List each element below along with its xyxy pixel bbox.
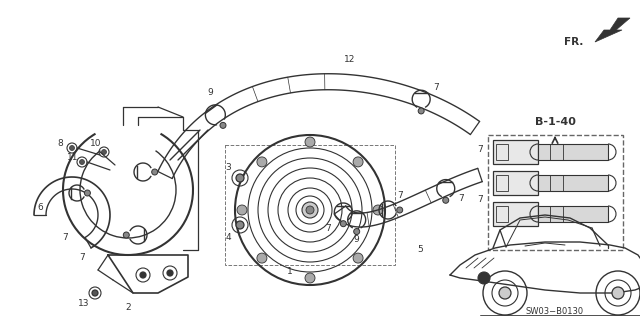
Text: SW03−B0130: SW03−B0130 [526, 308, 584, 316]
Text: 12: 12 [344, 56, 356, 64]
Circle shape [257, 157, 267, 167]
Bar [496, 206, 508, 222]
Circle shape [257, 253, 267, 263]
Bar [496, 144, 508, 160]
Circle shape [373, 205, 383, 215]
Circle shape [443, 197, 449, 203]
Circle shape [84, 190, 90, 196]
Circle shape [418, 108, 424, 114]
Text: 6: 6 [37, 204, 43, 212]
Bar [538, 175, 608, 191]
Bar [225, 145, 395, 265]
Bar [538, 206, 608, 222]
Circle shape [140, 272, 146, 278]
Text: 3: 3 [225, 164, 231, 173]
Circle shape [70, 145, 74, 151]
Bar [493, 171, 538, 195]
Bar [496, 175, 508, 191]
Bar [493, 140, 538, 164]
Bar [488, 135, 623, 250]
Text: 7: 7 [397, 190, 403, 199]
Text: 5: 5 [417, 246, 423, 255]
Circle shape [306, 206, 314, 214]
Circle shape [305, 273, 315, 283]
Text: 11: 11 [67, 153, 79, 162]
Text: 10: 10 [90, 138, 102, 147]
Circle shape [305, 137, 315, 147]
Circle shape [612, 287, 624, 299]
Circle shape [236, 174, 244, 182]
Circle shape [236, 221, 244, 229]
Circle shape [124, 232, 129, 238]
Circle shape [167, 270, 173, 276]
Text: 7: 7 [79, 254, 85, 263]
Polygon shape [595, 18, 630, 42]
Text: 2: 2 [125, 303, 131, 313]
Text: 9: 9 [354, 235, 360, 244]
Circle shape [92, 290, 98, 296]
Text: 4: 4 [225, 234, 231, 242]
Circle shape [237, 205, 247, 215]
Text: 7: 7 [477, 196, 483, 204]
Circle shape [354, 228, 360, 234]
Circle shape [478, 272, 490, 284]
Text: 1: 1 [287, 268, 293, 277]
Bar [493, 202, 538, 226]
Circle shape [220, 122, 226, 128]
Circle shape [102, 150, 106, 154]
Text: B-1-40: B-1-40 [534, 117, 575, 127]
Bar [538, 144, 608, 160]
Text: 9: 9 [207, 88, 213, 97]
Circle shape [340, 221, 346, 227]
Text: FR.: FR. [564, 37, 583, 47]
Text: 8: 8 [57, 139, 63, 149]
Text: 7: 7 [433, 83, 439, 92]
Circle shape [152, 169, 157, 175]
Circle shape [79, 160, 84, 165]
Text: 7: 7 [326, 225, 332, 234]
Circle shape [353, 157, 363, 167]
Circle shape [302, 202, 318, 218]
Text: 7: 7 [458, 194, 463, 203]
Circle shape [397, 207, 403, 213]
Circle shape [499, 287, 511, 299]
Text: 7: 7 [62, 234, 68, 242]
Text: 13: 13 [78, 300, 90, 308]
Circle shape [353, 253, 363, 263]
Text: 7: 7 [477, 145, 483, 154]
